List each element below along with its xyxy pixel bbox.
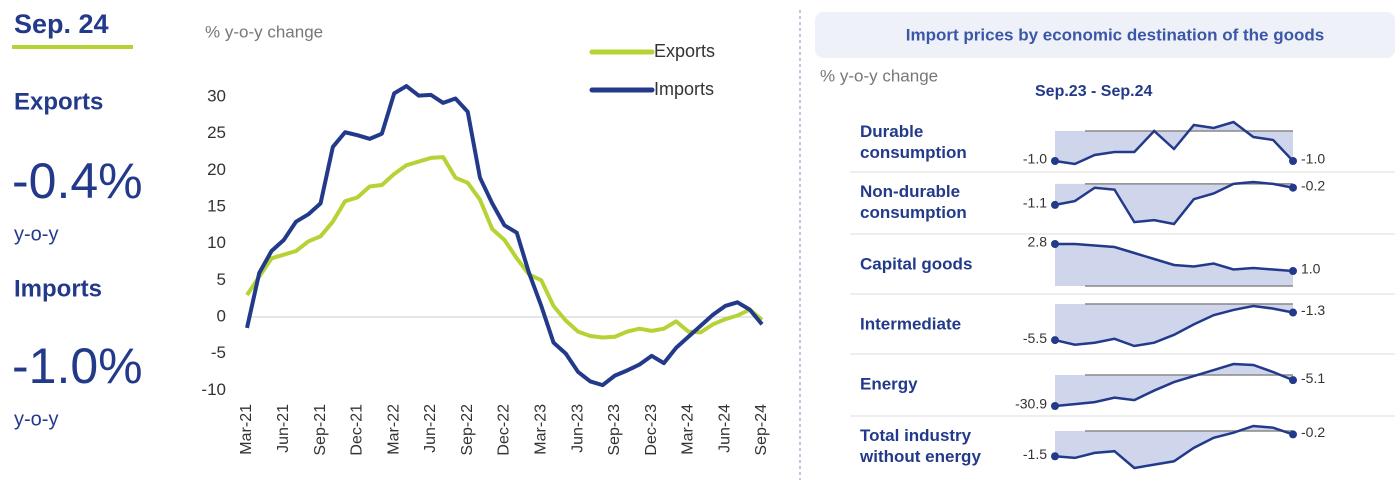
row-name: Non-durable <box>860 182 960 201</box>
spark-end-dot <box>1051 200 1059 209</box>
kpi-value: -0.4% <box>12 153 143 209</box>
date: Sep. 24 <box>14 9 109 39</box>
spark-end-dot <box>1289 183 1297 192</box>
spark-area <box>1055 304 1293 346</box>
row-name: consumption <box>860 143 967 162</box>
y-tick-label: -10 <box>201 380 226 399</box>
spark-label: 1.0 <box>1301 261 1321 277</box>
legend-label: Exports <box>654 41 715 61</box>
x-tick-label: Mar-23 <box>533 404 550 455</box>
spark-label: 2.8 <box>1028 234 1048 250</box>
y-tick-label: 25 <box>207 123 226 142</box>
spark-label: -1.3 <box>1301 302 1325 318</box>
y-tick-label: 15 <box>207 196 226 215</box>
x-tick-label: Dec-21 <box>349 404 366 456</box>
spark-end-dot <box>1051 157 1059 165</box>
spark-end-dot <box>1051 452 1059 461</box>
row-name: Energy <box>860 374 918 393</box>
x-tick-label: Mar-22 <box>385 404 402 455</box>
spark-label: -5.1 <box>1301 370 1325 386</box>
spark-label: -1.0 <box>1023 151 1047 167</box>
x-tick-label: Dec-22 <box>496 404 513 456</box>
spark-line <box>1054 304 1294 348</box>
row-name: consumption <box>860 203 967 222</box>
spark-line <box>1054 120 1294 166</box>
kpi-unit: y-o-y <box>14 223 58 245</box>
kpi-value: -1.0% <box>12 338 143 394</box>
y-axis-label: % y-o-y change <box>205 22 323 41</box>
date-underline <box>12 45 133 49</box>
row-name: without energy <box>859 447 981 466</box>
x-tick-label: Mar-21 <box>238 404 255 455</box>
spark-label: -0.2 <box>1301 424 1325 440</box>
y-tick-label: 0 <box>217 306 226 325</box>
kpi-label: Imports <box>14 275 102 302</box>
spark-label: -5.5 <box>1023 330 1047 346</box>
x-tick-label: Jun-23 <box>569 404 586 453</box>
spark-end-dot <box>1051 240 1059 248</box>
x-tick-label: Sep-24 <box>753 404 770 456</box>
x-tick-label: Sep-21 <box>312 404 329 456</box>
spark-label: -1.1 <box>1023 195 1047 211</box>
spark-label: -1.0 <box>1301 151 1325 167</box>
y-tick-label: 20 <box>207 160 226 179</box>
y-tick-label: -5 <box>211 343 226 362</box>
row-name: Durable <box>860 122 923 141</box>
series-line <box>245 84 764 388</box>
spark-area <box>1055 426 1293 468</box>
spark-end-dot <box>1289 308 1297 317</box>
spark-line <box>1055 242 1294 273</box>
spark-end-dot <box>1051 336 1059 345</box>
legend-label: Imports <box>654 79 714 99</box>
spark-line <box>1054 180 1294 226</box>
x-tick-label: Mar-24 <box>680 404 697 455</box>
series-line <box>245 155 764 340</box>
spark-end-dot <box>1051 402 1059 410</box>
spark-end-dot <box>1289 430 1297 439</box>
panel-y-label: % y-o-y change <box>820 66 938 85</box>
spark-area <box>1055 122 1293 164</box>
spark-end-dot <box>1289 376 1297 385</box>
x-tick-label: Jun-21 <box>275 404 292 453</box>
x-tick-label: Jun-22 <box>422 404 439 453</box>
spark-area <box>1055 364 1293 406</box>
row-name: Total industry <box>860 426 972 445</box>
kpi-label: Exports <box>14 88 103 115</box>
spark-area <box>1055 182 1293 224</box>
x-tick-label: Dec-23 <box>643 404 660 456</box>
row-name: Capital goods <box>860 254 972 273</box>
x-tick-label: Sep-23 <box>606 404 623 456</box>
panel-title: Import prices by economic destination of… <box>906 25 1324 44</box>
kpi-unit: y-o-y <box>14 408 58 430</box>
spark-line <box>1054 362 1294 408</box>
y-tick-label: 5 <box>217 270 226 289</box>
y-tick-label: 10 <box>207 233 226 252</box>
x-tick-label: Jun-24 <box>716 404 733 453</box>
spark-line <box>1054 424 1294 470</box>
spark-end-dot <box>1289 157 1297 165</box>
spark-label: -1.5 <box>1023 446 1047 462</box>
spark-label: -30.9 <box>1015 396 1047 412</box>
x-tick-label: Sep-22 <box>459 404 476 456</box>
spark-label: -0.2 <box>1301 177 1325 193</box>
y-tick-label: 30 <box>207 87 226 106</box>
panel-header <box>815 12 1395 58</box>
row-name: Intermediate <box>860 314 961 333</box>
spark-end-dot <box>1289 267 1297 275</box>
panel-period: Sep.23 - Sep.24 <box>1035 83 1152 100</box>
